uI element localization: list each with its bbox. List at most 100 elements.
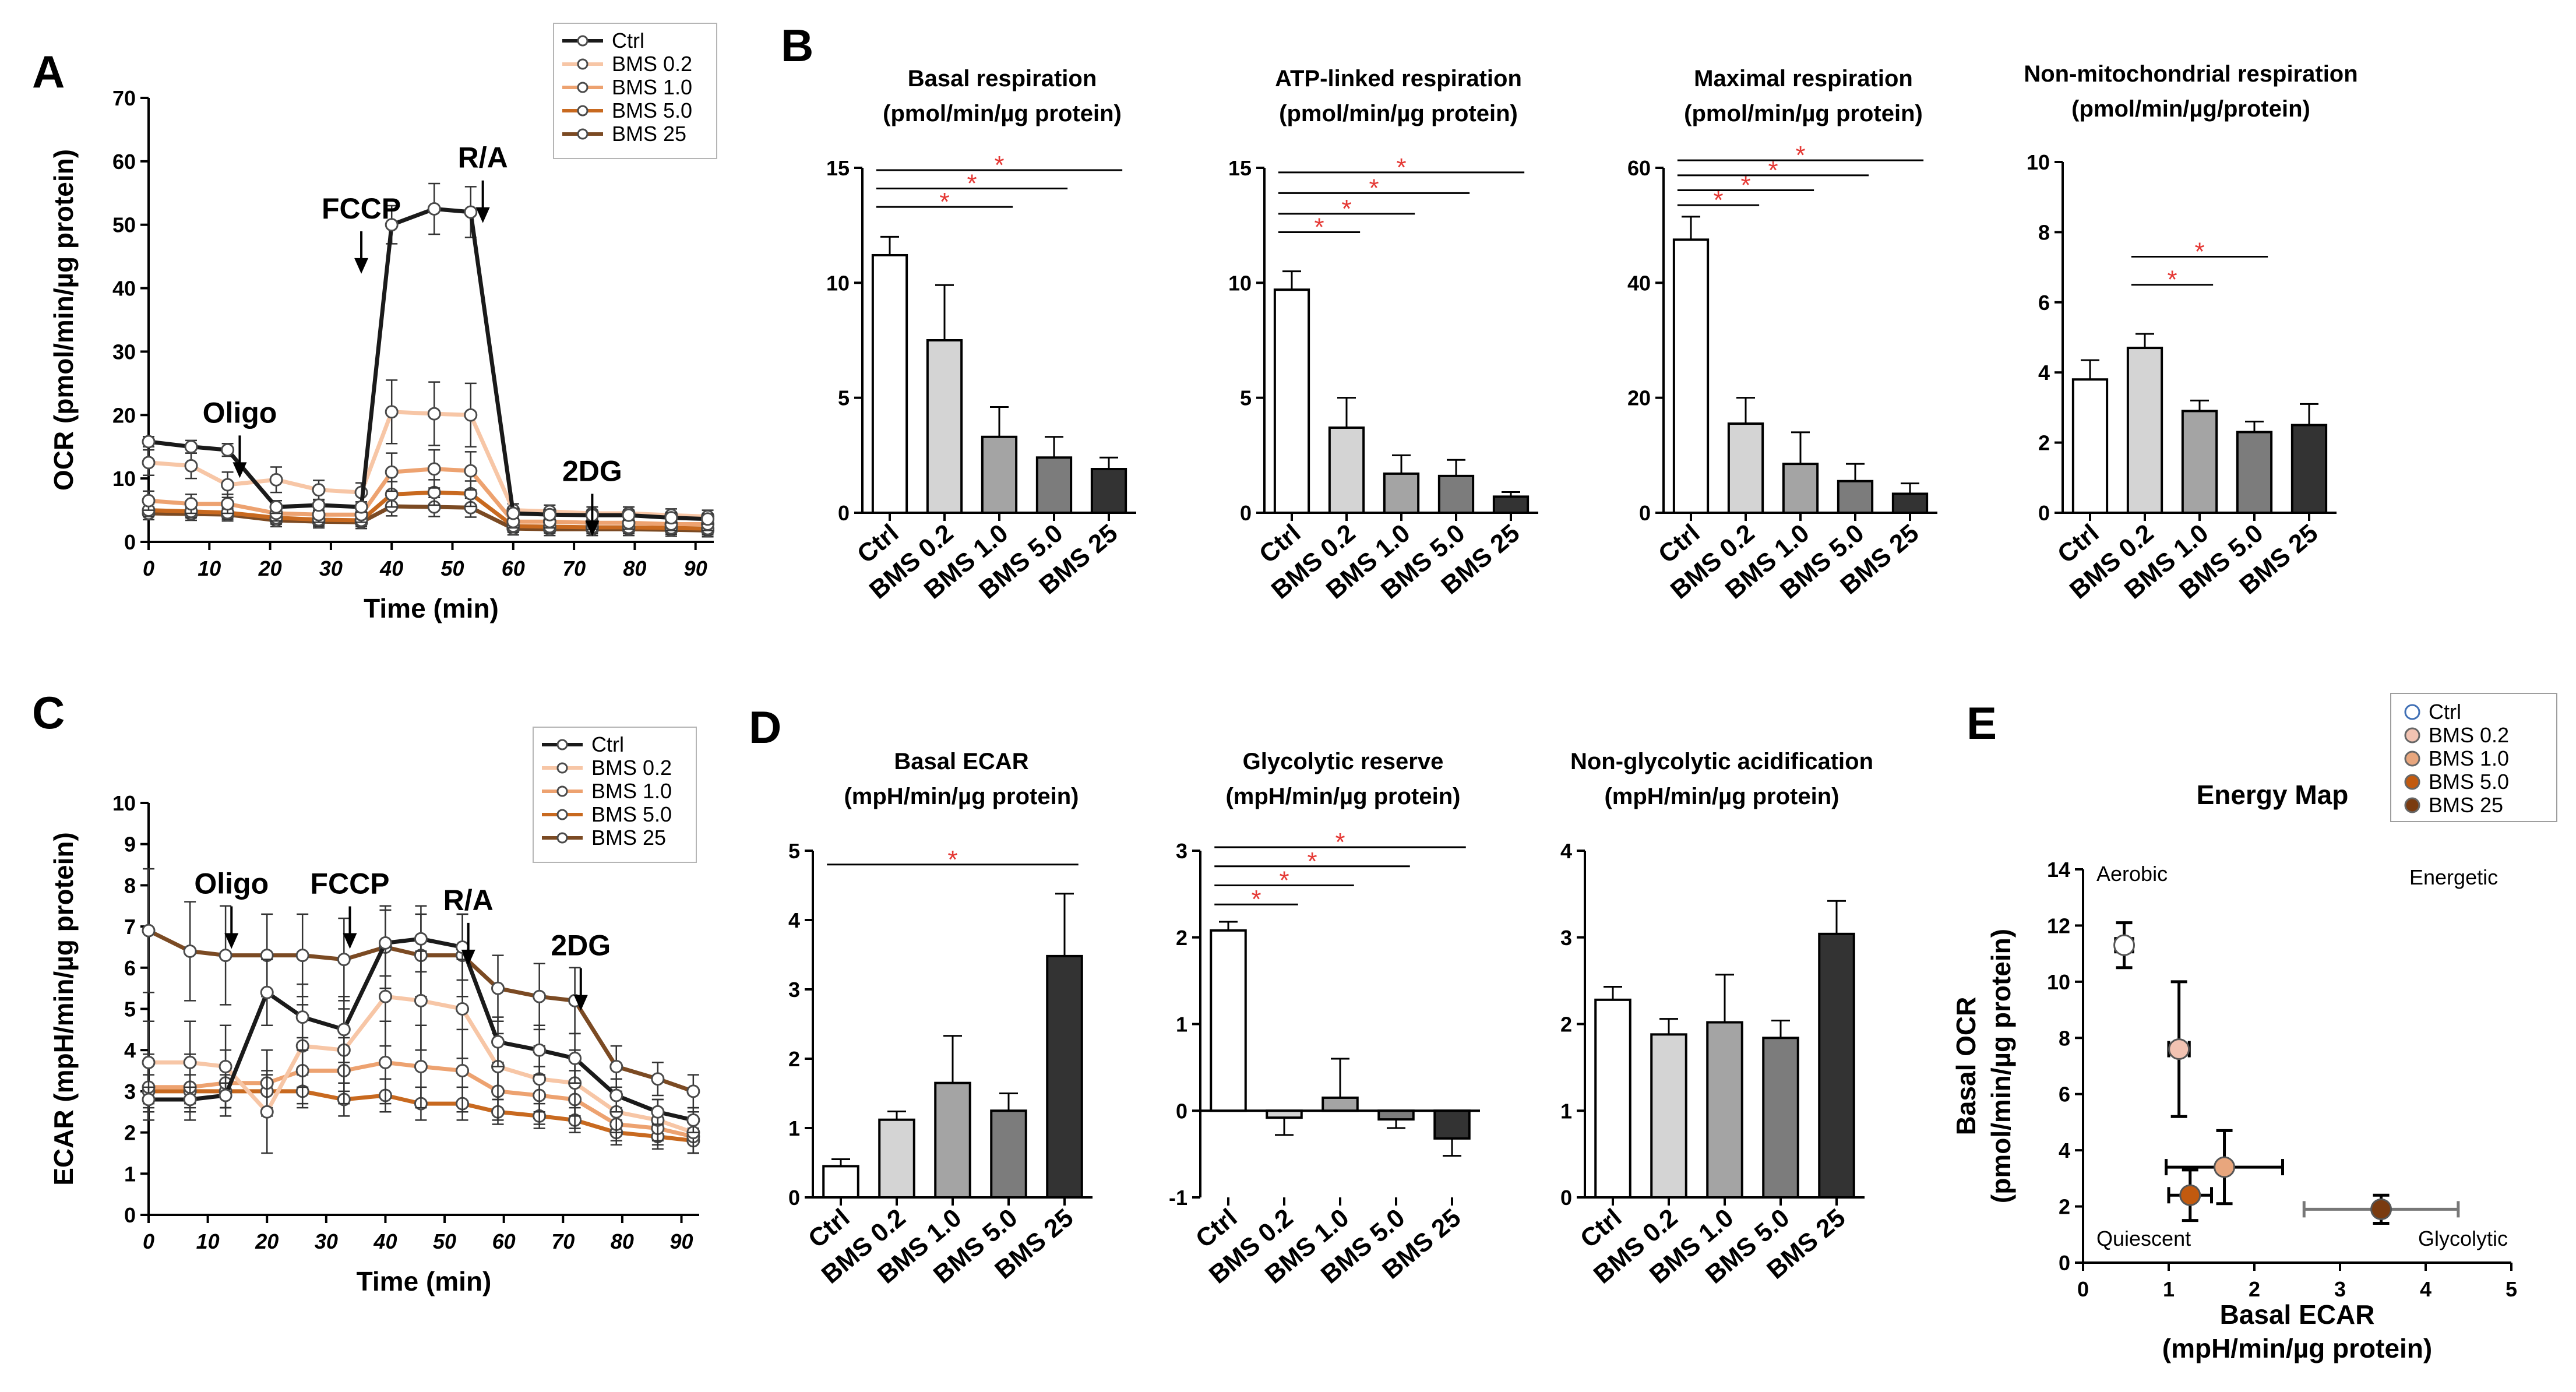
- x-tick-label: 50: [441, 556, 464, 580]
- y-tick-label: 20: [1627, 386, 1651, 410]
- panel-title: Non-glycolytic acidification: [1570, 749, 1873, 774]
- bar-bms-1-0: [934, 1081, 971, 1199]
- x-axis-label: Time (min): [364, 593, 499, 623]
- x-tick-label: 0: [143, 556, 154, 580]
- annotation-arrow-head: [343, 933, 357, 949]
- y-axis-label: Basal OCR: [1951, 997, 1981, 1136]
- legend-marker: [577, 58, 589, 70]
- significance-star: *: [1369, 174, 1379, 202]
- bar-bms-1-0: [1782, 463, 1819, 514]
- y-tick-label: 50: [112, 213, 136, 237]
- panel-ocr-time: A 0 10 20 30 40 50 60 70 0 10 20 30 40 50 60 70 80 90 Time …: [32, 23, 717, 623]
- data-point: [142, 435, 156, 449]
- panel-title: Energy Map: [2197, 780, 2349, 810]
- legend-marker: [2404, 727, 2420, 743]
- data-point: [142, 1055, 156, 1069]
- panel-subtitle: (mpH/min/µg protein): [844, 784, 1079, 809]
- y-tick-label: 7: [124, 915, 136, 939]
- x-tick-label: 30: [319, 556, 343, 580]
- y-tick-label: 10: [826, 271, 850, 295]
- legend-label: BMS 1.0: [2429, 746, 2509, 770]
- point-bms-25: [2302, 1193, 2460, 1225]
- y-tick-label: 9: [124, 833, 136, 857]
- y-tick-label: 0: [2059, 1251, 2070, 1275]
- data-point: [651, 1105, 665, 1119]
- panel-label: D: [749, 702, 781, 753]
- bar-bms-25: [1046, 954, 1083, 1199]
- y-tick-label: 2: [788, 1047, 800, 1071]
- data-point: [506, 506, 520, 520]
- significance-star: *: [1768, 156, 1778, 185]
- y-tick-label: 60: [112, 150, 136, 174]
- data-point: [312, 498, 326, 512]
- data-point: [354, 500, 368, 514]
- bar-ctrl: [1210, 929, 1247, 1112]
- y-tick-label: 3: [788, 978, 800, 1002]
- y-tick-label: 2: [124, 1121, 136, 1145]
- x-tick-label: 10: [198, 556, 221, 580]
- data-point: [385, 465, 399, 479]
- x-tick-label: 50: [433, 1229, 456, 1253]
- y-tick-label: 2: [1176, 926, 1187, 950]
- panel-atp-resp: ATP-linked respiration (pmol/min/µg prote…: [1228, 66, 1538, 605]
- legend-marker: [2404, 704, 2420, 720]
- data-point: [664, 511, 678, 525]
- bar-ctrl: [822, 1165, 859, 1199]
- y-tick-label: 60: [1627, 156, 1651, 180]
- panel-title: Basal ECAR: [894, 749, 1028, 774]
- significance-star: *: [1307, 847, 1317, 876]
- data-point: [269, 500, 283, 514]
- legend-marker: [577, 128, 589, 140]
- legend-label: BMS 5.0: [2429, 770, 2509, 794]
- y-tick-label: 10: [112, 467, 136, 491]
- y-tick-label: 6: [2059, 1083, 2070, 1106]
- panel-subtitle: (pmol/min/µg protein): [883, 101, 1122, 126]
- data-point: [378, 1055, 392, 1069]
- y-tick-label: 8: [124, 873, 136, 897]
- data-point: [609, 1088, 623, 1102]
- bar-bms-0-2: [926, 339, 963, 514]
- data-point: [456, 1002, 470, 1016]
- x-tick-label: 0: [2077, 1277, 2089, 1301]
- y-tick-label: 8: [2038, 220, 2050, 244]
- y-tick-label: 40: [1627, 271, 1651, 295]
- legend-label: BMS 5.0: [591, 802, 672, 826]
- data-point: [183, 1055, 197, 1069]
- bar-bms-1-0: [2181, 410, 2218, 514]
- data-point: [414, 993, 428, 1007]
- annotation-arrow-head: [573, 995, 588, 1011]
- annotation-2dg: 2DG: [562, 454, 622, 487]
- bar-bms-25: [2290, 424, 2328, 514]
- data-point: [427, 462, 441, 476]
- data-point: [142, 1093, 156, 1106]
- data-point: [701, 512, 715, 526]
- significance-star: *: [994, 151, 1004, 179]
- legend-label: Ctrl: [591, 732, 624, 756]
- annotation-arrow-head: [585, 520, 600, 537]
- x-tick-label: 3: [2334, 1277, 2346, 1301]
- data-point: [2214, 1156, 2236, 1178]
- bar-ctrl: [1273, 288, 1310, 514]
- y-tick-label: 14: [2047, 858, 2070, 882]
- y-tick-label: 30: [112, 340, 136, 364]
- data-point: [414, 932, 428, 946]
- y-tick-label: 6: [124, 956, 136, 980]
- data-point: [269, 473, 283, 487]
- data-point: [142, 494, 156, 508]
- panel-title: Maximal respiration: [1694, 66, 1913, 91]
- y-tick-label: 0: [1176, 1099, 1187, 1123]
- y-tick-label: 10: [2047, 970, 2070, 994]
- y-tick-label: 1: [124, 1162, 136, 1186]
- legend-marker: [577, 105, 589, 117]
- panel-title: Non-mitochondrial respiration: [2024, 61, 2357, 87]
- y-tick-label: 5: [1240, 386, 1252, 410]
- legend-label: BMS 5.0: [612, 98, 692, 122]
- data-point: [609, 1059, 623, 1073]
- bar-bms-0-2: [878, 1118, 915, 1199]
- y-tick-label: 1: [1560, 1099, 1572, 1123]
- bar-bms-1-0: [981, 435, 1018, 514]
- x-tick-label: 1: [2163, 1277, 2175, 1301]
